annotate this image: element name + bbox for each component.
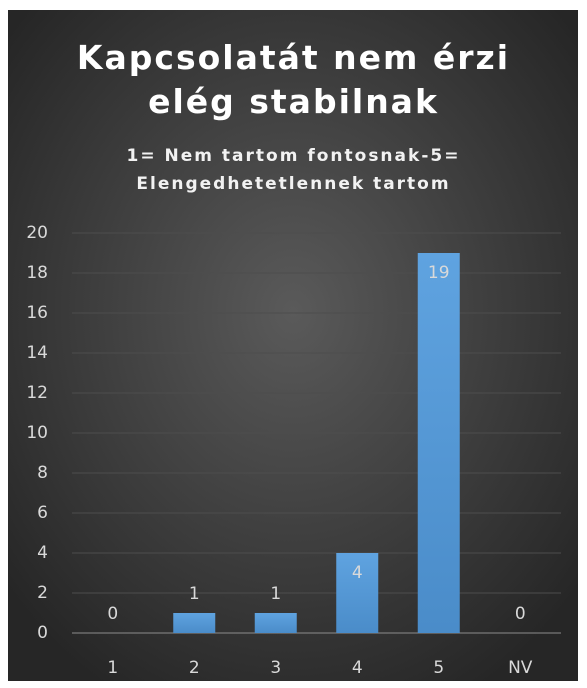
data-label: 0 [515,604,526,624]
bar [254,613,297,633]
data-label: 1 [189,584,200,604]
y-tick-label: 18 [26,263,48,283]
y-tick-label: 8 [37,463,48,483]
chart-title: Kapcsolatát nem érzi elég stabilnak [76,38,511,121]
x-tick-label: 1 [107,658,118,678]
bar [336,553,379,633]
chart-subtitle: 1= Nem tartom fontosnak-5= Elengedhetetl… [126,146,461,194]
chart-background [8,10,578,681]
y-tick-label: 0 [37,623,48,643]
chart-title-box: Kapcsolatát nem érzi elég stabilnak [0,36,587,124]
y-tick-label: 4 [37,543,48,563]
data-label: 0 [107,604,118,624]
data-label: 1 [270,584,281,604]
y-tick-label: 16 [26,303,48,323]
x-tick-label: 5 [433,658,444,678]
x-tick-label: 3 [270,658,281,678]
x-tick-label: NV [508,658,533,678]
data-label: 4 [352,563,363,583]
x-tick-label: 2 [189,658,200,678]
y-tick-label: 6 [37,503,48,523]
data-label: 19 [428,263,450,283]
y-tick-label: 14 [26,343,48,363]
y-tick-label: 20 [26,223,48,243]
y-tick-label: 10 [26,423,48,443]
x-tick-label: 4 [352,658,363,678]
y-tick-label: 2 [37,583,48,603]
bar [173,613,216,633]
y-tick-label: 12 [26,383,48,403]
chart-subtitle-box: 1= Nem tartom fontosnak-5= Elengedhetetl… [0,142,587,198]
bar [417,253,460,633]
